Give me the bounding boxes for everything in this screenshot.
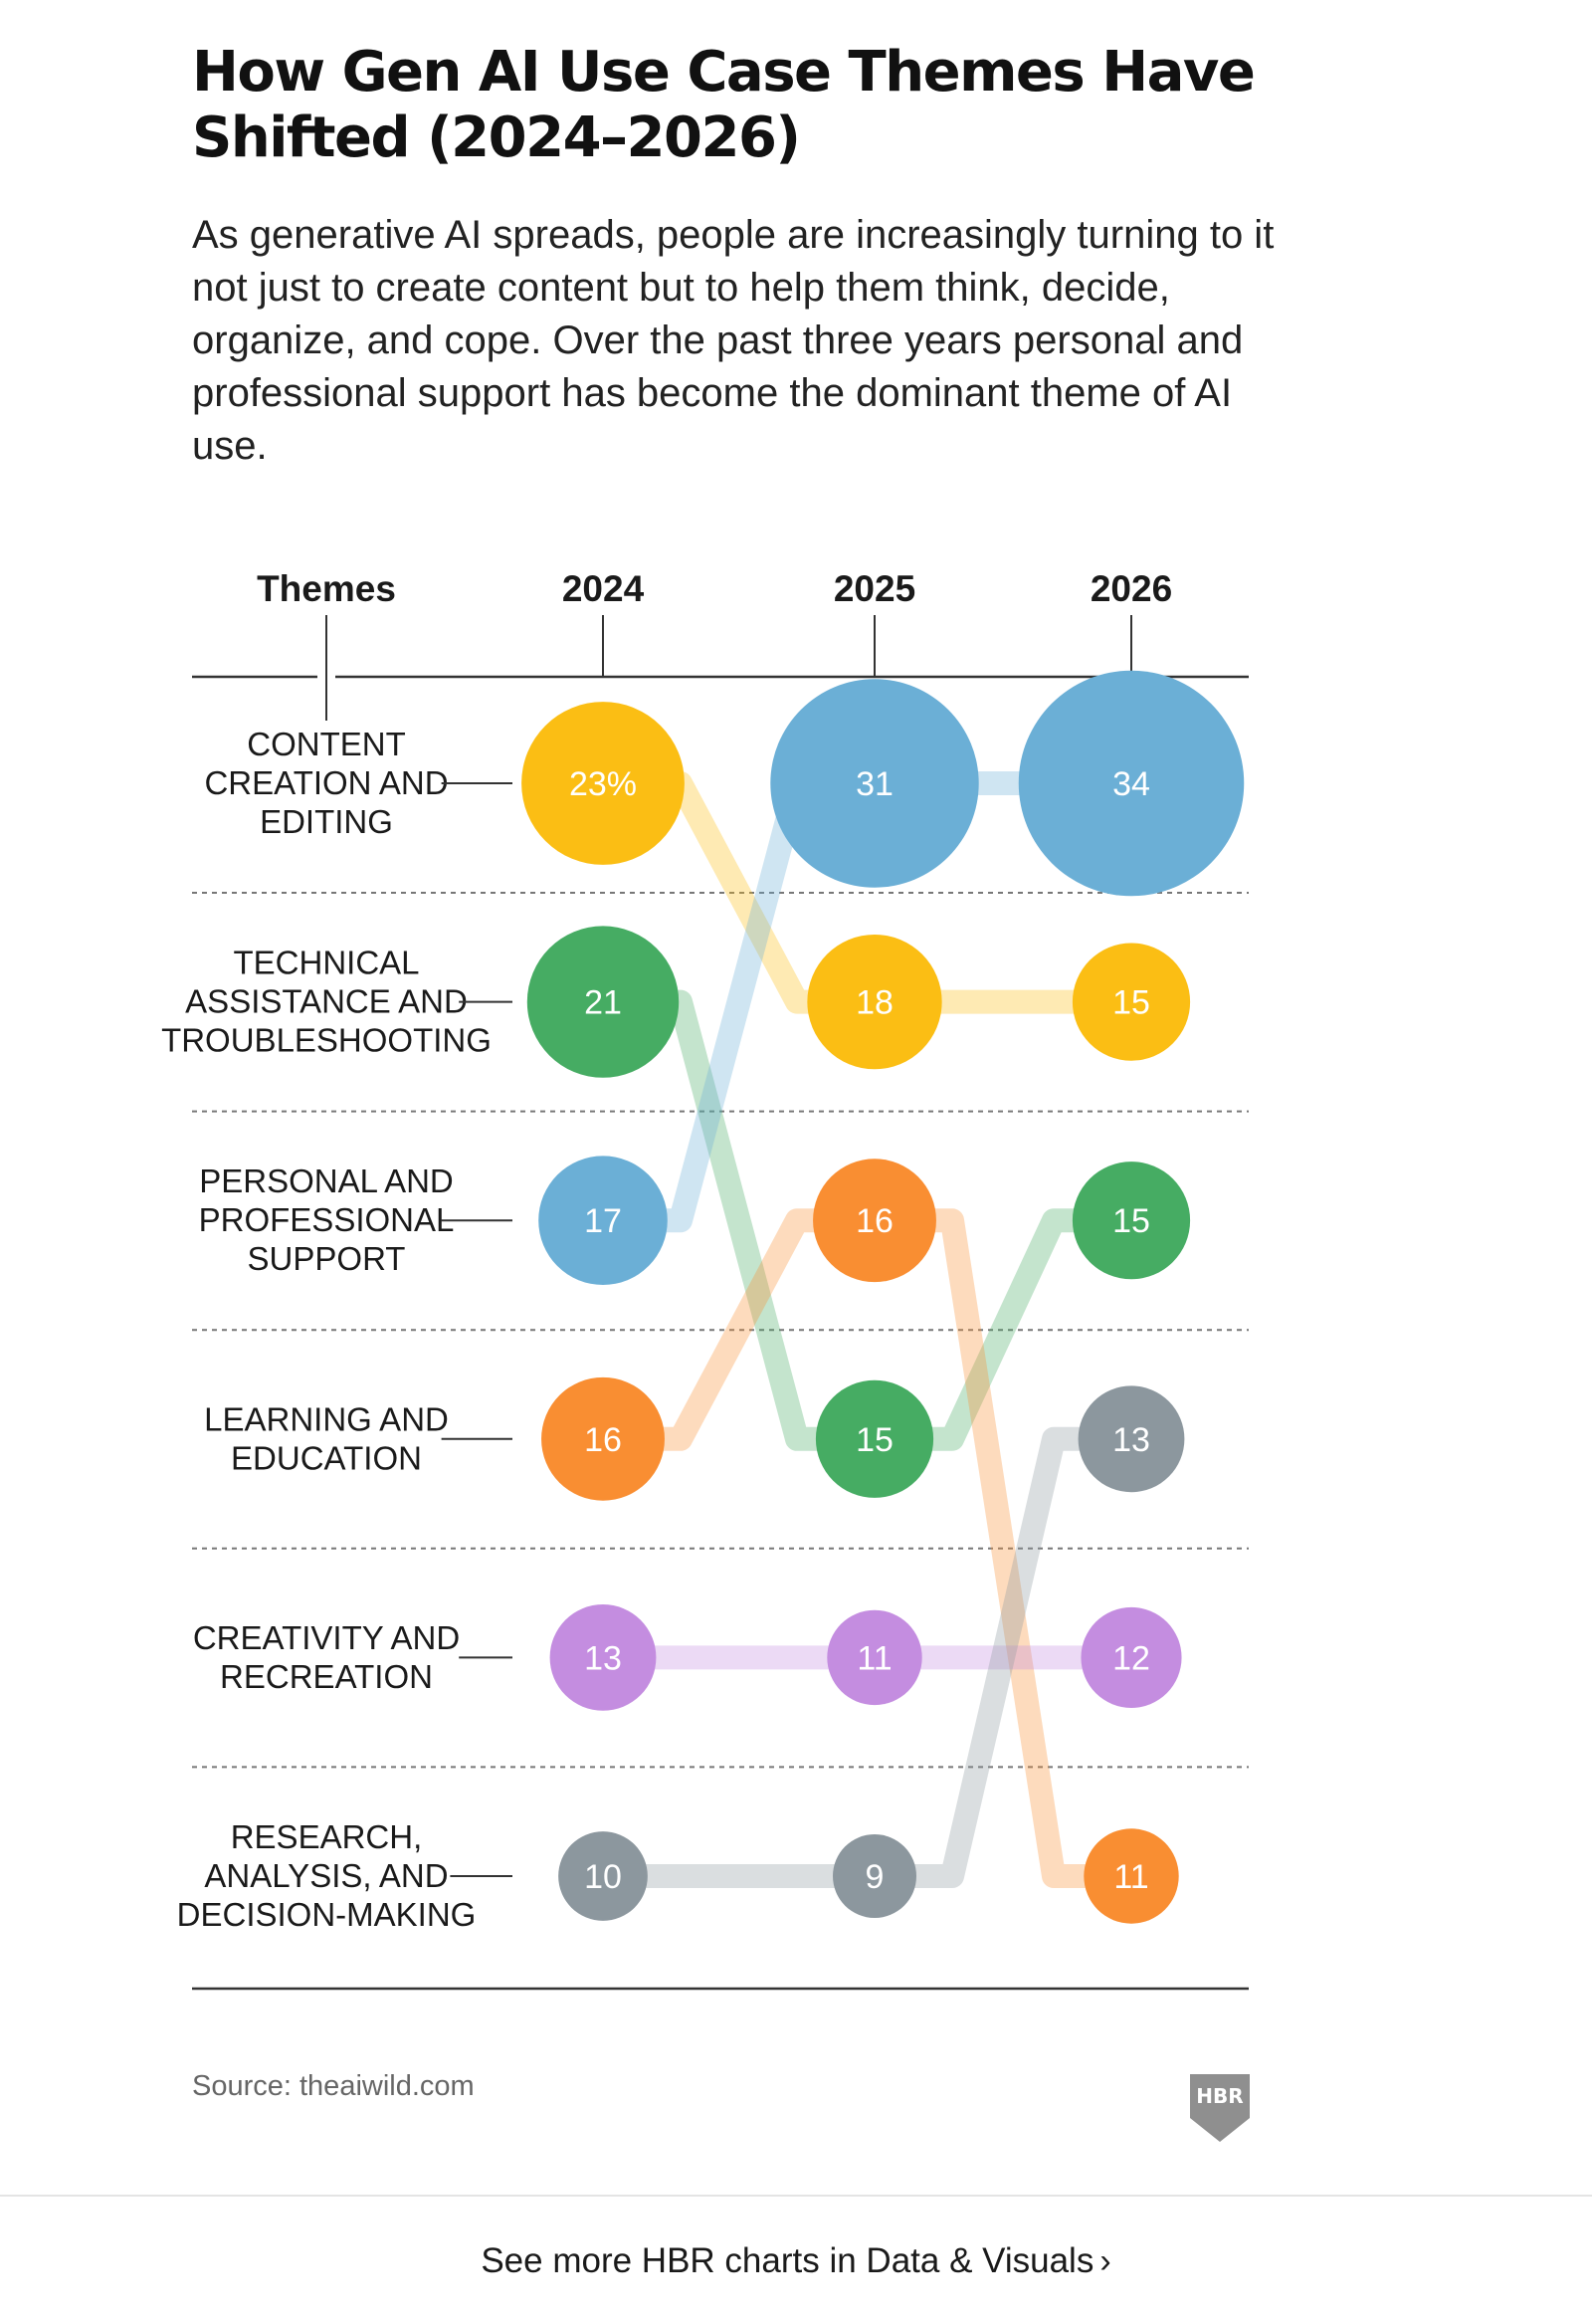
bump-chart: Themes 2024 2025 2026 CONTENT CREATION AND EDI… xyxy=(161,568,1249,1991)
value-bubble-gray-2026 xyxy=(1078,1385,1185,1493)
value-label: 17 xyxy=(584,1202,622,1240)
value-label: 34 xyxy=(1112,765,1150,803)
row-label: PERSONAL AND PROFESSIONAL SUPPORT xyxy=(199,1162,455,1277)
chevron-right-icon: › xyxy=(1099,2242,1111,2280)
row-label: CONTENT CREATION AND EDITING xyxy=(204,726,448,840)
themes-column-header: Themes xyxy=(257,568,396,609)
row-label: RESEARCH, ANALYSIS, AND DECISION-MAKING xyxy=(177,1818,477,1933)
value-bubble-blue-2026 xyxy=(1018,670,1245,897)
value-bubble-yellow-2024 xyxy=(521,702,685,865)
chart-subtitle: As generative AI spreads, people are inc… xyxy=(192,213,1275,468)
value-label: 15 xyxy=(1112,1202,1150,1240)
hbr-logo-text: HBR xyxy=(1196,2084,1243,2108)
row-label: TECHNICAL ASSISTANCE AND TROUBLESHOOTING xyxy=(161,945,492,1059)
source-note: Source: theaiwild.com xyxy=(192,2070,475,2102)
value-label: 12 xyxy=(1112,1639,1150,1677)
value-label: 18 xyxy=(856,984,894,1022)
hbr-logo: HBR xyxy=(1190,2074,1250,2142)
value-bubble-purple-2026 xyxy=(1081,1606,1182,1708)
chart-title: How Gen AI Use Case Themes Have Shifted … xyxy=(192,40,1256,170)
row-label: LEARNING AND EDUCATION xyxy=(204,1400,449,1476)
see-more-charts-label: See more HBR charts in Data & Visuals xyxy=(481,2241,1094,2280)
year-header-2024: 2024 xyxy=(562,568,645,609)
value-bubble-purple-2025 xyxy=(827,1609,922,1706)
value-bubble-purple-2024 xyxy=(549,1604,657,1711)
value-label: 15 xyxy=(856,1421,894,1459)
year-header-2025: 2025 xyxy=(834,568,915,609)
value-label: 31 xyxy=(856,765,894,803)
row-label: CREATIVITY AND RECREATION xyxy=(193,1619,460,1695)
value-label: 13 xyxy=(584,1639,622,1677)
value-bubble-orange-2026 xyxy=(1084,1828,1179,1924)
value-label: 23% xyxy=(569,765,637,803)
footer-divider xyxy=(0,2195,1592,2197)
value-bubble-blue-2025 xyxy=(770,679,979,888)
value-bubble-gray-2025 xyxy=(833,1834,916,1918)
see-more-charts-link[interactable]: See more HBR charts in Data & Visuals › xyxy=(0,2241,1592,2281)
year-header-2026: 2026 xyxy=(1091,568,1172,609)
value-label: 15 xyxy=(1112,984,1150,1022)
value-label: 21 xyxy=(584,984,622,1022)
value-label: 11 xyxy=(857,1639,892,1677)
value-label: 9 xyxy=(866,1858,885,1896)
value-bubble-blue-2024 xyxy=(538,1156,668,1285)
value-bubble-green-2025 xyxy=(815,1379,934,1498)
value-bubble-yellow-2026 xyxy=(1072,943,1191,1061)
value-label: 16 xyxy=(856,1202,894,1240)
value-bubble-orange-2024 xyxy=(541,1376,665,1501)
value-label: 13 xyxy=(1112,1421,1150,1459)
value-label: 10 xyxy=(584,1858,622,1896)
value-label: 16 xyxy=(584,1421,622,1459)
value-label: 11 xyxy=(1113,1858,1148,1896)
value-bubble-green-2026 xyxy=(1072,1162,1191,1280)
value-bubble-orange-2025 xyxy=(813,1159,936,1283)
value-bubble-yellow-2025 xyxy=(807,934,942,1070)
value-bubble-gray-2024 xyxy=(558,1831,648,1921)
value-bubble-green-2024 xyxy=(526,926,680,1078)
